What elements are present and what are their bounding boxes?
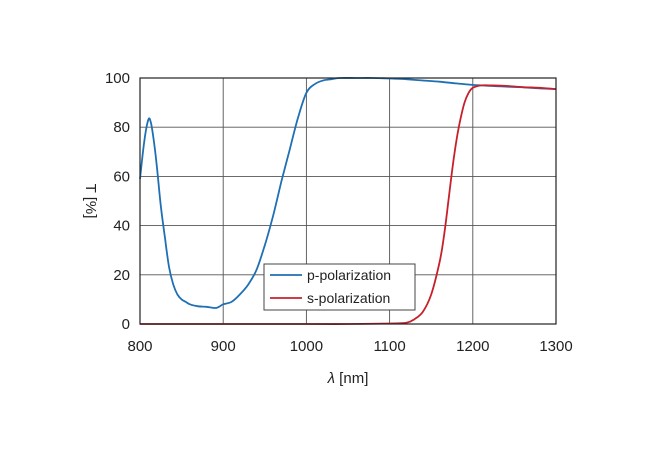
y-tick-label: 60 bbox=[113, 168, 130, 185]
y-tick-label: 20 bbox=[113, 267, 130, 284]
x-tick-label: 1000 bbox=[290, 338, 323, 355]
x-axis-label: λ [nm] bbox=[327, 370, 369, 387]
y-tick-labels: 0 20 40 60 80 100 bbox=[105, 70, 130, 333]
grid bbox=[140, 78, 556, 324]
series-line-p-polarization bbox=[139, 77, 557, 309]
x-tick-label: 1200 bbox=[456, 338, 489, 355]
y-tick-label: 80 bbox=[113, 119, 130, 136]
plot-frame bbox=[139, 77, 557, 325]
legend-label-p-polarization: p-polarization bbox=[307, 267, 391, 283]
x-axis-symbol: λ bbox=[327, 370, 335, 387]
x-tick-label: 900 bbox=[211, 338, 236, 355]
y-tick-label: 0 bbox=[122, 316, 130, 333]
x-tick-labels: 800 900 1000 1100 1200 1300 bbox=[127, 338, 572, 355]
x-tick-label: 800 bbox=[127, 338, 152, 355]
legend-box bbox=[263, 263, 416, 311]
x-tick-label: 1100 bbox=[373, 338, 405, 355]
y-axis-label: T [%] bbox=[82, 184, 99, 219]
x-axis-unit: [nm] bbox=[335, 370, 368, 387]
y-tick-label: 100 bbox=[105, 70, 130, 87]
legend: p-polarization s-polarization bbox=[263, 263, 416, 311]
x-tick-label: 1300 bbox=[539, 338, 572, 355]
y-tick-label: 40 bbox=[113, 218, 130, 235]
legend-label-s-polarization: s-polarization bbox=[307, 290, 390, 306]
